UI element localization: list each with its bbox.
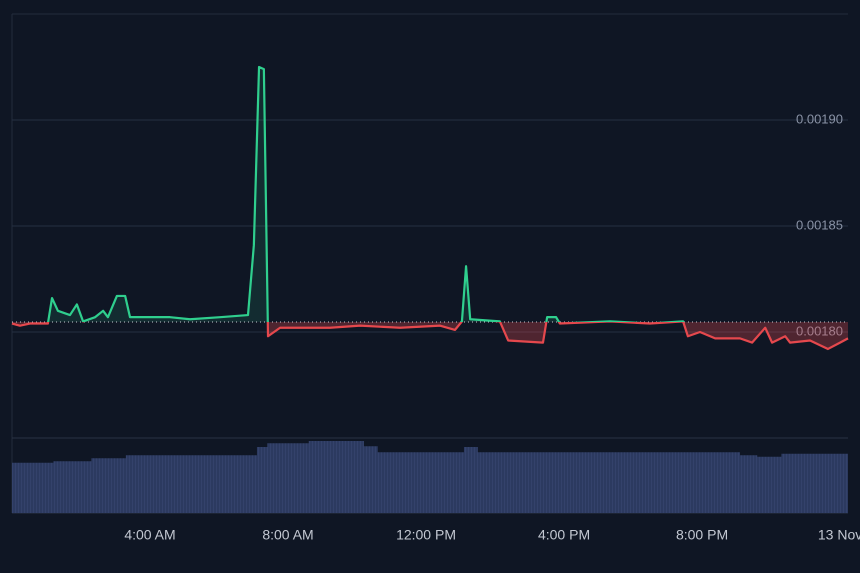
x-tick-label: 4:00 PM [538, 527, 590, 543]
price-fill [12, 67, 848, 349]
x-tick-label: 4:00 AM [124, 527, 175, 543]
x-tick-label: 8:00 PM [676, 527, 728, 543]
x-tick-label: 13 Nov [818, 527, 860, 543]
y-tick-label: 0.00185 [796, 217, 843, 232]
x-tick-label: 8:00 AM [262, 527, 313, 543]
price-line [11, 65, 849, 351]
x-tick-label: 12:00 PM [396, 527, 456, 543]
volume-area [12, 441, 848, 513]
y-tick-label: 0.00190 [796, 111, 843, 126]
